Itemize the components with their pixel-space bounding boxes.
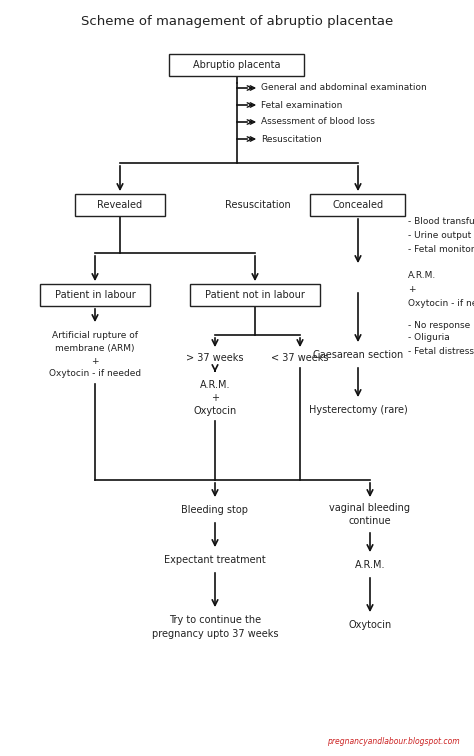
Text: Assessment of blood loss: Assessment of blood loss: [261, 117, 375, 126]
Text: Fetal examination: Fetal examination: [261, 101, 342, 110]
Text: Resuscitation: Resuscitation: [225, 200, 291, 210]
Text: Oxytocin: Oxytocin: [348, 620, 392, 630]
Text: Resuscitation: Resuscitation: [261, 135, 322, 144]
Text: Abruptio placenta: Abruptio placenta: [193, 60, 281, 70]
Text: Bleeding stop: Bleeding stop: [182, 505, 248, 515]
Text: Caesarean section: Caesarean section: [313, 350, 403, 360]
Bar: [310, 194, 405, 216]
Bar: [170, 54, 304, 76]
Text: pregnancyandlabour.blogspot.com: pregnancyandlabour.blogspot.com: [328, 738, 460, 746]
Text: A.R.M.: A.R.M.: [355, 560, 385, 570]
Text: +: +: [408, 284, 416, 293]
Text: Oxytocin - if needed: Oxytocin - if needed: [49, 370, 141, 379]
Text: - Oliguria: - Oliguria: [408, 333, 450, 342]
Text: - Fetal distress: - Fetal distress: [408, 346, 474, 355]
Text: Oxytocin - if needed: Oxytocin - if needed: [408, 299, 474, 308]
Text: Patient not in labour: Patient not in labour: [205, 290, 305, 300]
Text: membrane (ARM): membrane (ARM): [55, 343, 135, 352]
Text: - Blood transfusion: - Blood transfusion: [408, 218, 474, 227]
Text: - Fetal monitoring: - Fetal monitoring: [408, 246, 474, 255]
Text: Try to continue the: Try to continue the: [169, 615, 261, 625]
Bar: [75, 194, 165, 216]
Text: General and abdominal examination: General and abdominal examination: [261, 83, 427, 92]
Text: Concealed: Concealed: [332, 200, 383, 210]
Text: vaginal bleeding: vaginal bleeding: [329, 503, 410, 513]
Text: - Urine output: - Urine output: [408, 231, 471, 240]
Text: A.R.M.: A.R.M.: [408, 271, 436, 280]
Text: Expectant treatment: Expectant treatment: [164, 555, 266, 565]
Text: - No response: - No response: [408, 321, 470, 330]
Text: Artificial rupture of: Artificial rupture of: [52, 330, 138, 339]
Text: pregnancy upto 37 weeks: pregnancy upto 37 weeks: [152, 629, 278, 639]
Text: Hysterectomy (rare): Hysterectomy (rare): [309, 405, 407, 415]
Text: Patient in labour: Patient in labour: [55, 290, 136, 300]
Text: Oxytocin: Oxytocin: [193, 406, 237, 416]
Text: < 37 weeks: < 37 weeks: [271, 353, 329, 363]
Text: continue: continue: [349, 516, 392, 526]
Text: > 37 weeks: > 37 weeks: [186, 353, 244, 363]
Text: +: +: [91, 357, 99, 365]
Bar: [190, 284, 320, 306]
Text: Revealed: Revealed: [98, 200, 143, 210]
Text: +: +: [211, 393, 219, 403]
Bar: [40, 284, 150, 306]
Text: Scheme of management of abruptio placentae: Scheme of management of abruptio placent…: [81, 16, 393, 29]
Text: A.R.M.: A.R.M.: [200, 380, 230, 390]
